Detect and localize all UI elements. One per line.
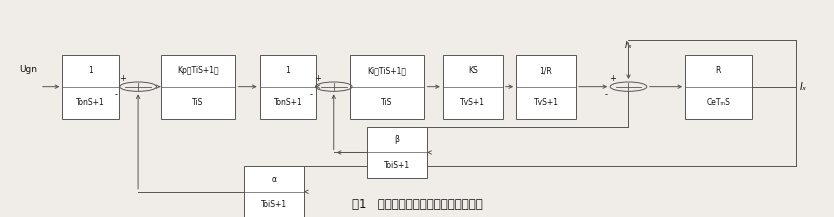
Text: +: + xyxy=(609,74,616,83)
Text: -: - xyxy=(309,90,313,99)
Text: CeTₘS: CeTₘS xyxy=(706,98,731,107)
Text: 图1   速度、电压、电流三环控制方框图: 图1 速度、电压、电流三环控制方框图 xyxy=(352,198,482,211)
Text: -: - xyxy=(114,90,117,99)
Text: ToiS+1: ToiS+1 xyxy=(261,200,287,209)
FancyBboxPatch shape xyxy=(685,55,751,118)
Text: 1/R: 1/R xyxy=(540,66,552,75)
Text: α: α xyxy=(271,174,276,184)
Text: ToiS+1: ToiS+1 xyxy=(384,161,410,170)
Text: R: R xyxy=(716,66,721,75)
Text: TvS+1: TvS+1 xyxy=(534,98,559,107)
FancyBboxPatch shape xyxy=(516,55,576,118)
Text: β: β xyxy=(394,135,399,144)
Text: Kp（TiS+1）: Kp（TiS+1） xyxy=(177,66,219,75)
FancyBboxPatch shape xyxy=(161,55,235,118)
Text: TvS+1: TvS+1 xyxy=(460,98,485,107)
Text: -: - xyxy=(605,90,607,99)
Text: +: + xyxy=(314,74,321,83)
FancyBboxPatch shape xyxy=(443,55,503,118)
Text: 1: 1 xyxy=(88,66,93,75)
FancyBboxPatch shape xyxy=(367,127,427,178)
Text: Iₓ: Iₓ xyxy=(800,82,807,92)
FancyBboxPatch shape xyxy=(349,55,425,118)
Text: +: + xyxy=(118,74,126,83)
Text: 1: 1 xyxy=(285,66,290,75)
Text: TonS+1: TonS+1 xyxy=(274,98,302,107)
Text: KS: KS xyxy=(468,66,478,75)
Text: Ki（TiS+1）: Ki（TiS+1） xyxy=(368,66,406,75)
Text: TiS: TiS xyxy=(381,98,393,107)
FancyBboxPatch shape xyxy=(244,166,304,217)
Text: Ugn: Ugn xyxy=(19,65,37,74)
Text: TonS+1: TonS+1 xyxy=(76,98,105,107)
FancyBboxPatch shape xyxy=(259,55,316,118)
Text: Iᴵₓ: Iᴵₓ xyxy=(625,41,632,49)
Text: TiS: TiS xyxy=(193,98,203,107)
FancyBboxPatch shape xyxy=(63,55,119,118)
